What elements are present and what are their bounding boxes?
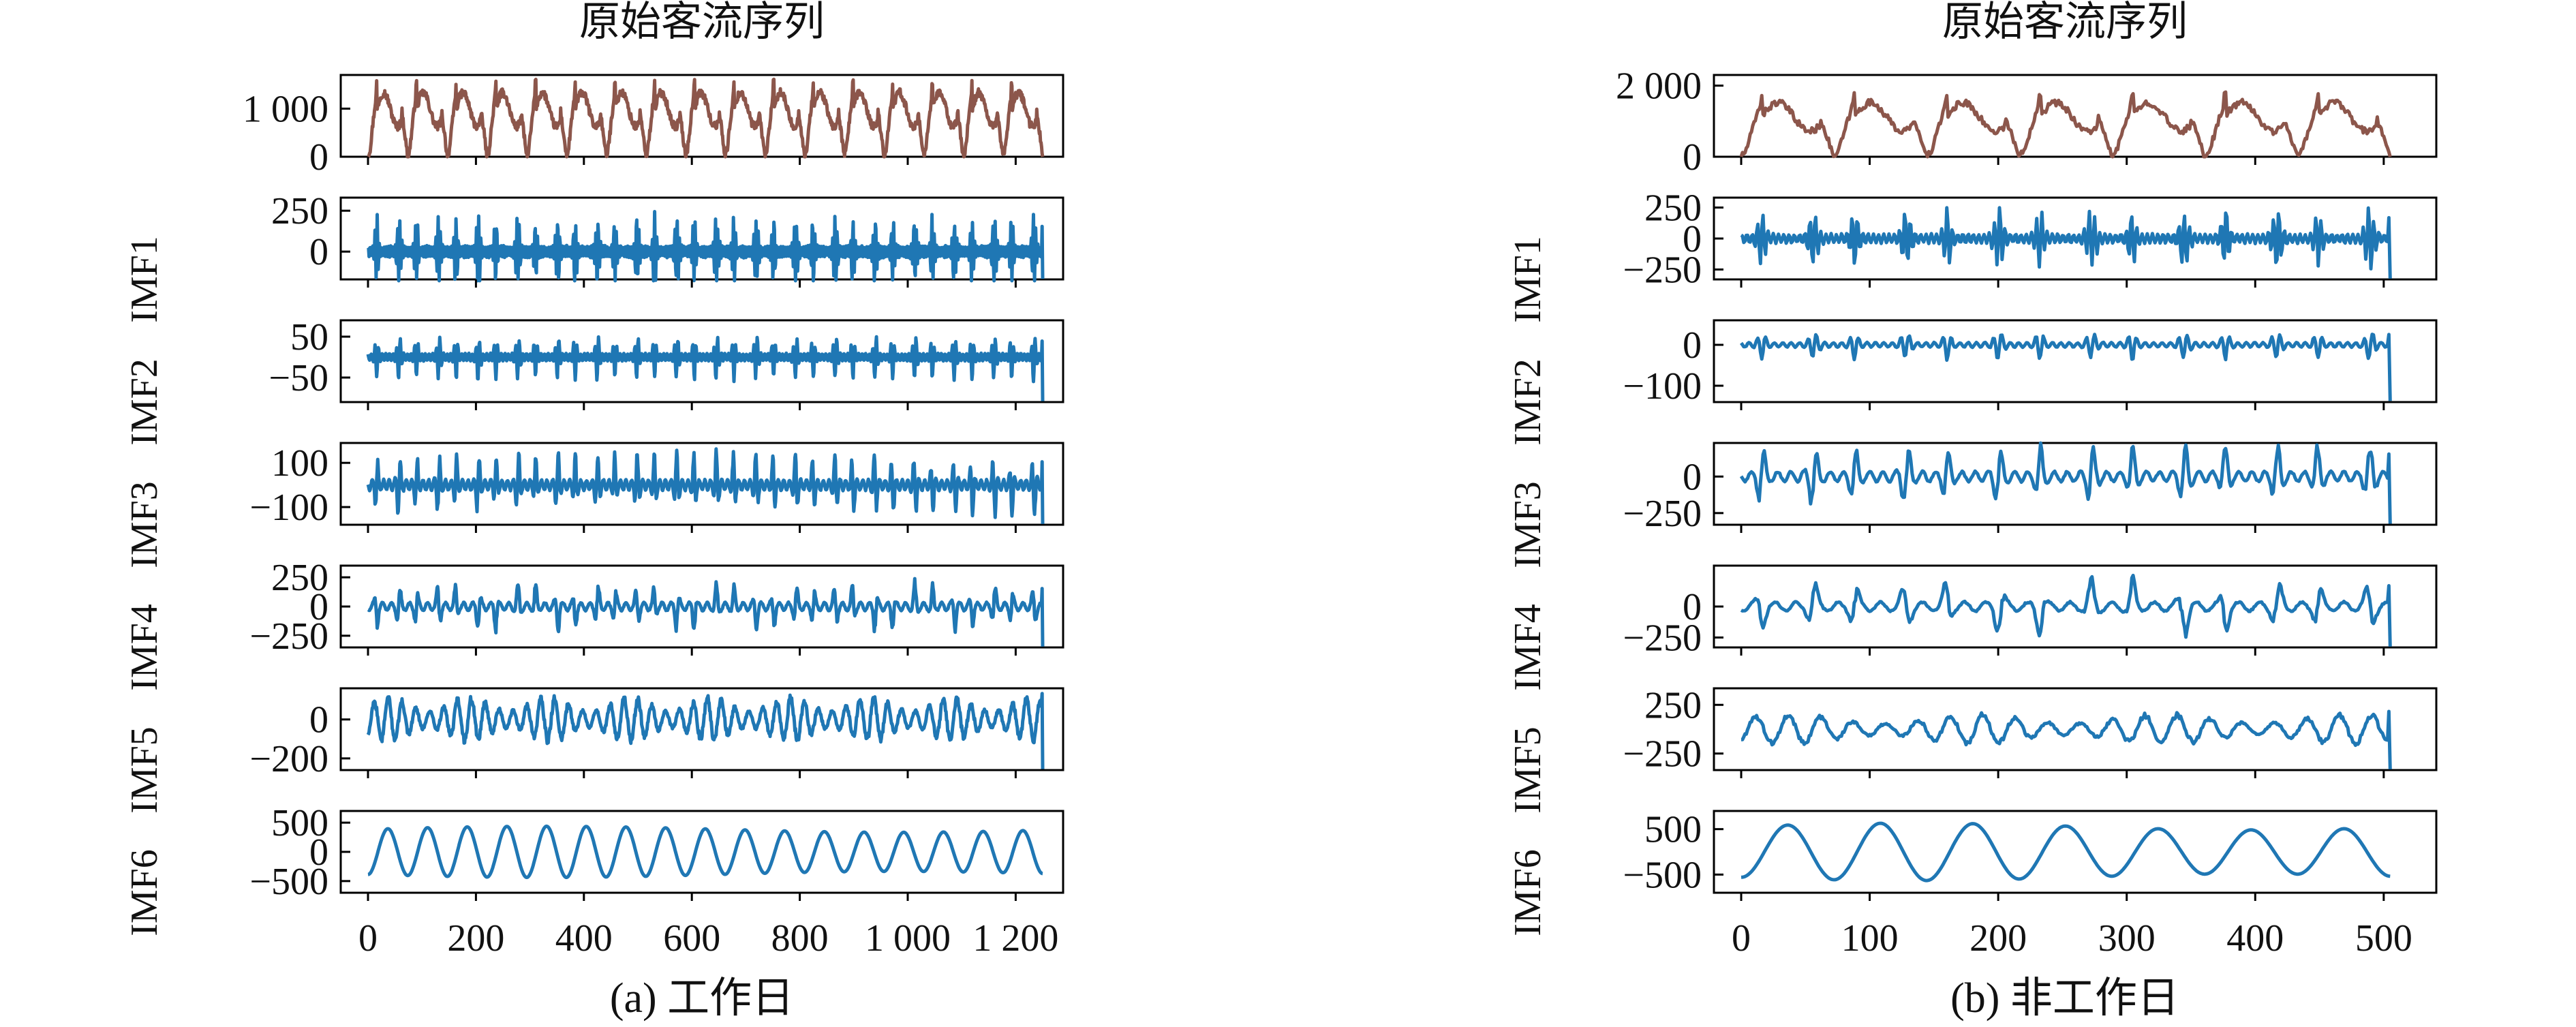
series-line-IMF5 [366, 692, 1045, 769]
x-tick-label: 1 000 [865, 917, 951, 960]
y-axis-label: IMF4 [1507, 604, 1549, 691]
series-line-IMF3 [366, 447, 1045, 524]
series-line-IMF1 [367, 210, 1045, 283]
y-tick-label: 0 [309, 231, 328, 273]
panel-a: 原始客流序列 (a) 工作日 1 00002500IMF150−50IMF210… [123, 0, 1064, 1022]
y-tick-label: 500 [1644, 809, 1702, 851]
y-tick-label: 0 [309, 699, 328, 741]
series-line-IMF4 [1740, 573, 2392, 647]
y-axis-label: IMF5 [123, 726, 166, 814]
series-line-IMF1 [1740, 206, 2392, 279]
y-tick-label: 0 [1683, 586, 1702, 628]
panel-b: 原始客流序列 (b) 非工作日 2 00002500−250IMF10−100I… [1507, 0, 2438, 1022]
y-axis-label: IMF4 [123, 604, 166, 691]
panel-b-axes: 2 00002500−250IMF10−100IMF20−250IMF30−25… [1507, 65, 2438, 960]
y-tick-label: 250 [271, 190, 328, 232]
y-tick-label: 0 [1683, 324, 1702, 367]
y-tick-label: −250 [1623, 493, 1702, 535]
series-line-IMF4 [367, 577, 1045, 647]
y-tick-label: 0 [1683, 136, 1702, 179]
series-line-IMF6 [1741, 821, 2391, 883]
x-tick-label: 500 [2355, 917, 2412, 960]
y-tick-label: 2 000 [1616, 65, 1702, 108]
x-tick-label: 0 [1732, 917, 1751, 960]
series-line-IMF6 [367, 824, 1044, 879]
y-axis-label: IMF2 [123, 358, 166, 446]
y-tick-label: 250 [1644, 187, 1702, 230]
y-tick-label: 0 [309, 136, 328, 179]
y-tick-label: −100 [1623, 365, 1702, 408]
x-tick-label: 400 [2226, 917, 2284, 960]
y-tick-label: −250 [1623, 733, 1702, 776]
x-tick-label: 100 [1841, 917, 1899, 960]
panel-b-caption: (b) 非工作日 [1950, 975, 2179, 1022]
series-line-original [367, 77, 1045, 159]
panel-a-title: 原始客流序列 [579, 0, 825, 46]
y-tick-label: −250 [1623, 249, 1702, 291]
y-axis-label: IMF3 [1507, 481, 1549, 568]
y-tick-label: 50 [290, 316, 328, 358]
y-axis-label: IMF6 [1507, 849, 1549, 936]
series-line-IMF2 [366, 335, 1045, 401]
y-tick-label: 0 [1683, 218, 1702, 260]
x-tick-label: 1 200 [972, 917, 1058, 960]
panel-a-axes: 1 00002500IMF150−50IMF2100−100IMF32500−2… [123, 74, 1064, 960]
subplot-frame [1713, 810, 2438, 894]
x-tick-label: 200 [1969, 917, 2027, 960]
panel-a-caption: (a) 工作日 [610, 975, 794, 1022]
y-axis-label: IMF1 [1507, 236, 1549, 323]
y-tick-label: −250 [1623, 617, 1702, 659]
subplot-frame [339, 74, 1064, 158]
y-tick-label: 500 [271, 802, 328, 844]
subplot-frame [339, 196, 1064, 281]
y-axis-label: IMF1 [123, 236, 166, 323]
y-tick-label: 0 [1683, 456, 1702, 498]
x-tick-label: 200 [447, 917, 504, 960]
series-line-original [1739, 90, 2392, 159]
series-line-IMF3 [1739, 441, 2392, 524]
y-tick-label: −250 [249, 615, 328, 658]
series-line-IMF2 [1740, 333, 2392, 401]
panel-b-title: 原始客流序列 [1942, 0, 2188, 46]
y-tick-label: 250 [1644, 684, 1702, 726]
y-tick-label: 0 [309, 831, 328, 874]
subplot-frame [1713, 319, 2438, 403]
y-axis-label: IMF5 [1507, 726, 1549, 814]
x-tick-label: 800 [771, 917, 829, 960]
y-axis-label: IMF3 [123, 481, 166, 568]
subplot-frame [339, 319, 1064, 403]
y-axis-label: IMF2 [1507, 358, 1549, 446]
y-tick-label: −500 [1623, 854, 1702, 896]
y-tick-label: −200 [249, 738, 328, 780]
subplot-frame [1713, 687, 2438, 771]
y-tick-label: 0 [309, 586, 328, 628]
x-tick-label: 300 [2098, 917, 2156, 960]
y-tick-label: 100 [271, 442, 328, 485]
subplot-frame [1713, 74, 2438, 158]
y-tick-label: −500 [249, 861, 328, 903]
y-tick-label: −50 [269, 357, 328, 399]
y-tick-label: −100 [249, 487, 328, 529]
subplot-frame [339, 687, 1064, 771]
x-tick-label: 600 [663, 917, 720, 960]
series-line-IMF5 [1741, 709, 2392, 769]
y-axis-label: IMF6 [123, 849, 166, 936]
y-tick-label: 250 [271, 557, 328, 599]
subplot-frame [1713, 442, 2438, 526]
subplot-frame [339, 442, 1064, 526]
x-tick-label: 0 [358, 917, 378, 960]
y-tick-label: 1 000 [243, 88, 328, 130]
x-tick-label: 400 [555, 917, 613, 960]
